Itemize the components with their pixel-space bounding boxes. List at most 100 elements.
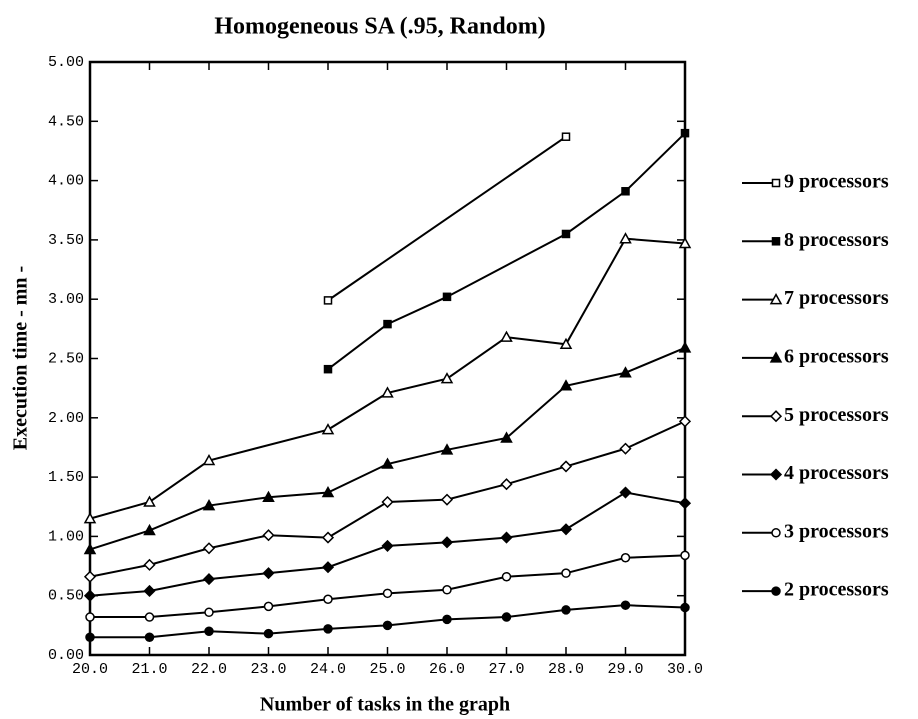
marker bbox=[144, 632, 155, 642]
marker bbox=[500, 330, 513, 342]
marker bbox=[202, 542, 216, 555]
x-tick-label: 25.0 bbox=[369, 661, 405, 678]
marker bbox=[678, 415, 692, 428]
x-tick-label: 30.0 bbox=[667, 661, 703, 678]
marker bbox=[204, 607, 214, 618]
x-axis-label: Number of tasks in the graph bbox=[260, 694, 510, 716]
marker bbox=[501, 612, 512, 622]
marker bbox=[382, 620, 393, 631]
marker bbox=[620, 552, 631, 563]
marker bbox=[559, 337, 573, 350]
marker bbox=[262, 567, 275, 580]
marker bbox=[680, 602, 690, 613]
marker bbox=[202, 453, 216, 466]
marker bbox=[678, 497, 692, 510]
marker bbox=[202, 573, 216, 586]
marker bbox=[323, 364, 333, 374]
marker bbox=[83, 542, 97, 555]
marker bbox=[442, 614, 452, 625]
y-tick-label: 2.50 bbox=[48, 350, 84, 367]
marker bbox=[202, 499, 216, 511]
marker bbox=[144, 612, 155, 622]
marker bbox=[440, 443, 454, 455]
legend-label: 4 processors bbox=[784, 462, 889, 484]
legend-marker bbox=[769, 293, 783, 305]
legend-marker bbox=[771, 237, 781, 246]
marker bbox=[143, 584, 156, 598]
y-tick-label: 3.50 bbox=[48, 232, 84, 249]
marker bbox=[143, 558, 156, 571]
marker bbox=[440, 536, 454, 549]
legend-marker bbox=[769, 468, 783, 481]
marker bbox=[442, 585, 452, 595]
x-tick-label: 21.0 bbox=[131, 661, 167, 678]
legend-marker bbox=[769, 410, 783, 423]
y-tick-label: 4.00 bbox=[48, 173, 84, 190]
marker bbox=[262, 490, 275, 503]
legend-label: 9 processors bbox=[784, 171, 889, 193]
marker bbox=[559, 379, 573, 391]
y-tick-label: 1.00 bbox=[48, 528, 84, 545]
legend-label: 7 processors bbox=[784, 287, 889, 309]
marker bbox=[383, 319, 392, 329]
marker bbox=[381, 386, 394, 398]
y-tick-label: 4.50 bbox=[48, 113, 84, 130]
marker bbox=[442, 292, 452, 302]
marker bbox=[83, 589, 97, 602]
marker bbox=[321, 531, 335, 544]
y-tick-label: 1.50 bbox=[48, 469, 84, 486]
marker bbox=[143, 495, 156, 507]
y-tick-label: 5.00 bbox=[48, 54, 84, 71]
marker bbox=[619, 442, 632, 455]
y-tick-label: 2.00 bbox=[48, 410, 84, 427]
series-line bbox=[89, 237, 686, 520]
y-tick-label: 3.00 bbox=[48, 291, 84, 308]
series-line bbox=[327, 132, 686, 370]
series-line bbox=[89, 346, 686, 551]
marker bbox=[680, 550, 690, 561]
marker bbox=[204, 626, 214, 637]
y-tick-label: 0.00 bbox=[48, 647, 84, 664]
marker bbox=[559, 523, 573, 536]
marker bbox=[500, 431, 513, 443]
x-tick-label: 22.0 bbox=[191, 661, 227, 678]
marker bbox=[262, 529, 275, 542]
marker bbox=[321, 423, 335, 435]
marker bbox=[619, 366, 632, 378]
marker bbox=[561, 605, 571, 615]
marker bbox=[561, 229, 571, 239]
x-tick-label: 23.0 bbox=[250, 661, 286, 678]
chart-title: Homogeneous SA (.95, Random) bbox=[214, 14, 545, 40]
marker bbox=[143, 523, 156, 536]
marker bbox=[381, 495, 394, 509]
marker bbox=[619, 486, 632, 499]
x-tick-label: 29.0 bbox=[607, 661, 643, 678]
marker bbox=[381, 539, 394, 552]
marker bbox=[85, 612, 95, 622]
marker bbox=[321, 561, 335, 574]
marker bbox=[500, 531, 513, 544]
legend-label: 2 processors bbox=[784, 579, 889, 601]
marker bbox=[621, 187, 630, 196]
marker bbox=[561, 132, 571, 141]
legend-label: 3 processors bbox=[784, 520, 889, 542]
marker bbox=[381, 457, 394, 469]
marker bbox=[323, 594, 333, 605]
marker bbox=[382, 588, 393, 599]
marker bbox=[440, 372, 454, 384]
marker bbox=[323, 624, 333, 634]
marker bbox=[83, 570, 97, 583]
y-tick-label: 0.50 bbox=[48, 588, 84, 605]
marker bbox=[263, 601, 274, 612]
marker bbox=[559, 460, 573, 473]
marker bbox=[85, 632, 95, 642]
legend-marker bbox=[769, 351, 783, 363]
marker bbox=[263, 628, 274, 639]
x-tick-label: 20.0 bbox=[72, 661, 108, 678]
legend-marker bbox=[771, 586, 781, 596]
x-tick-label: 27.0 bbox=[488, 661, 524, 678]
marker bbox=[680, 128, 690, 138]
x-tick-label: 26.0 bbox=[429, 661, 465, 678]
marker bbox=[620, 600, 631, 610]
